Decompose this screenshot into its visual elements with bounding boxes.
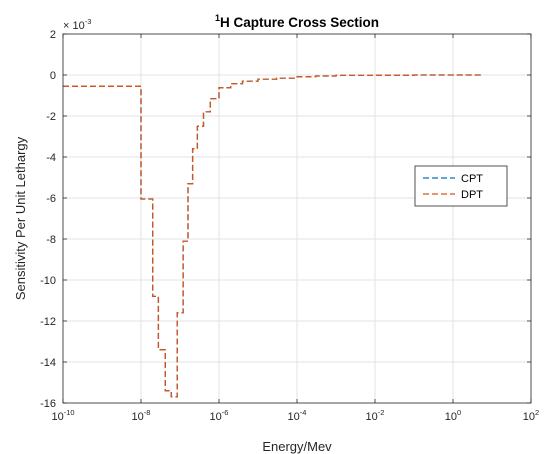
x-tick-label: 100 <box>445 408 461 423</box>
y-tick-label: 2 <box>50 29 56 41</box>
chart-title: 1H Capture Cross Section <box>215 13 379 30</box>
multiplier-base: × 10 <box>63 20 85 32</box>
x-tick-base: 10 <box>288 411 300 423</box>
y-tick-label: -10 <box>40 275 56 287</box>
x-tick-base: 10 <box>132 411 144 423</box>
x-tick-label: 10-8 <box>132 408 151 423</box>
x-tick-label: 102 <box>523 408 539 423</box>
y-tick-label: -8 <box>46 234 56 246</box>
legend-label-dpt: DPT <box>461 189 483 201</box>
x-tick-exponent: -8 <box>144 408 151 417</box>
x-tick-exponent: -6 <box>222 408 229 417</box>
legend-box <box>414 165 508 207</box>
x-tick-base: 10 <box>523 411 535 423</box>
title-superscript: 1 <box>215 13 220 23</box>
x-tick-base: 10 <box>51 411 63 423</box>
y-axis-multiplier: × 10-3 <box>63 17 91 32</box>
x-tick-base: 10 <box>210 411 222 423</box>
x-tick-label: 10-4 <box>288 408 307 423</box>
axis-ticks: 10-10 10-8 10-6 10-4 10-2 100 10220-2-4-6-8-10… <box>40 29 539 423</box>
series-layer <box>63 74 484 398</box>
title-main: H Capture Cross Section <box>220 15 379 30</box>
x-tick-exponent: 0 <box>457 408 461 417</box>
x-tick-exponent: 2 <box>535 408 539 417</box>
legend-label-cpt: CPT <box>461 173 483 185</box>
x-tick-label: 10-10 <box>51 408 74 423</box>
x-tick-exponent: -10 <box>64 408 75 417</box>
x-tick-exponent: -4 <box>300 408 307 417</box>
y-tick-label: -4 <box>46 152 56 164</box>
y-tick-label: -2 <box>46 111 56 123</box>
series-line-dpt <box>63 74 484 398</box>
x-tick-base: 10 <box>366 411 378 423</box>
y-tick-label: -6 <box>46 193 56 205</box>
x-tick-exponent: -2 <box>378 408 385 417</box>
x-tick-label: 10-2 <box>366 408 385 423</box>
y-tick-label: -16 <box>40 398 56 410</box>
y-tick-label: 0 <box>50 70 56 82</box>
y-tick-label: -12 <box>40 316 56 328</box>
legend: CPT DPT <box>414 165 508 207</box>
x-tick-label: 10-6 <box>210 408 229 423</box>
x-tick-base: 10 <box>445 411 457 423</box>
x-axis-label: Energy/Mev <box>262 439 332 454</box>
multiplier-exponent: -3 <box>85 17 92 26</box>
y-axis-label: Sensitivity Per Unit Lethargy <box>13 136 28 300</box>
y-tick-label: -14 <box>40 357 56 369</box>
